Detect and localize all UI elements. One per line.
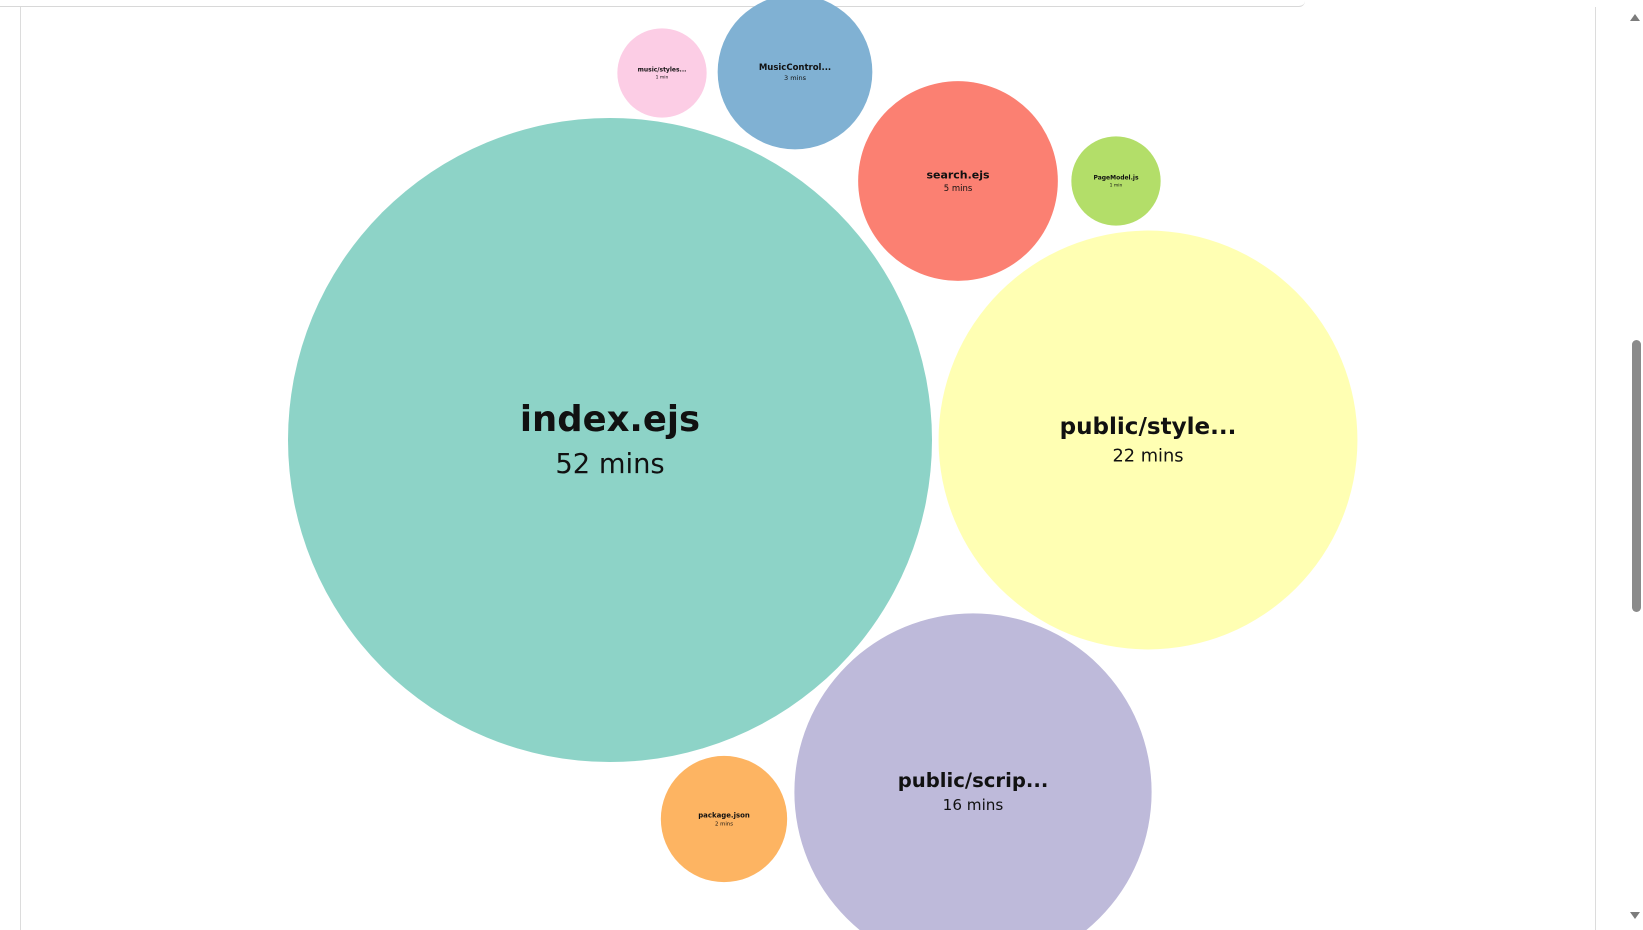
bubble-circle[interactable] <box>617 28 707 118</box>
bubble-label: public/style... <box>1060 414 1237 440</box>
bubble-musiccontrol[interactable]: MusicControl...3 mins <box>717 0 873 150</box>
scroll-thumb[interactable] <box>1632 340 1641 612</box>
bubble-package-json[interactable]: package.json 2 mins <box>660 755 788 883</box>
scroll-down-icon[interactable] <box>1630 912 1640 919</box>
bubble-label: search.ejs <box>927 168 990 181</box>
bubble-label: PageModel.js <box>1093 175 1138 182</box>
bubble-music-styles[interactable]: music/styles...1 min <box>617 28 707 118</box>
bubble-circle[interactable] <box>717 0 873 150</box>
browser-top-edge <box>0 0 1305 7</box>
bubble-pagemodel-js[interactable]: PageModel.js1 min <box>1071 136 1161 226</box>
bubble-label: public/scrip... <box>898 769 1049 792</box>
bubble-circle[interactable] <box>1071 136 1161 226</box>
bubble-label: index.ejs <box>520 399 700 440</box>
bubble-value: 5 mins <box>944 184 973 194</box>
bubble-value: 1 min <box>656 74 669 80</box>
bubble-public-style[interactable]: public/style... 22 mins <box>938 230 1358 650</box>
panel-right-border <box>1595 7 1596 930</box>
bubble-value: 1 min <box>1110 182 1123 188</box>
bubble-value: 52 mins <box>555 449 664 480</box>
bubble-value: 16 mins <box>943 796 1004 814</box>
scroll-up-icon[interactable] <box>1630 14 1640 21</box>
bubble-circle[interactable] <box>660 755 788 883</box>
bubble-index-ejs[interactable]: index.ejs 52 mins <box>288 118 932 762</box>
bubble-circle[interactable] <box>858 81 1058 281</box>
bubble-public-scrip[interactable]: public/scrip... 16 mins <box>794 613 1152 930</box>
bubble-label: music/styles... <box>638 67 687 74</box>
vertical-scrollbar[interactable] <box>1627 0 1643 930</box>
bubble-label: MusicControl... <box>759 63 831 73</box>
bubble-circle[interactable] <box>794 613 1152 930</box>
bubble-label: package.json <box>698 811 750 819</box>
bubble-value: 2 mins <box>715 821 733 827</box>
bubble-search-ejs[interactable]: search.ejs 5 mins <box>858 81 1058 281</box>
bubble-value: 3 mins <box>784 74 807 82</box>
bubble-circle[interactable] <box>288 118 932 762</box>
bubble-value: 22 mins <box>1112 445 1183 466</box>
bubble-circle[interactable] <box>938 230 1358 650</box>
panel-left-border <box>20 7 21 930</box>
